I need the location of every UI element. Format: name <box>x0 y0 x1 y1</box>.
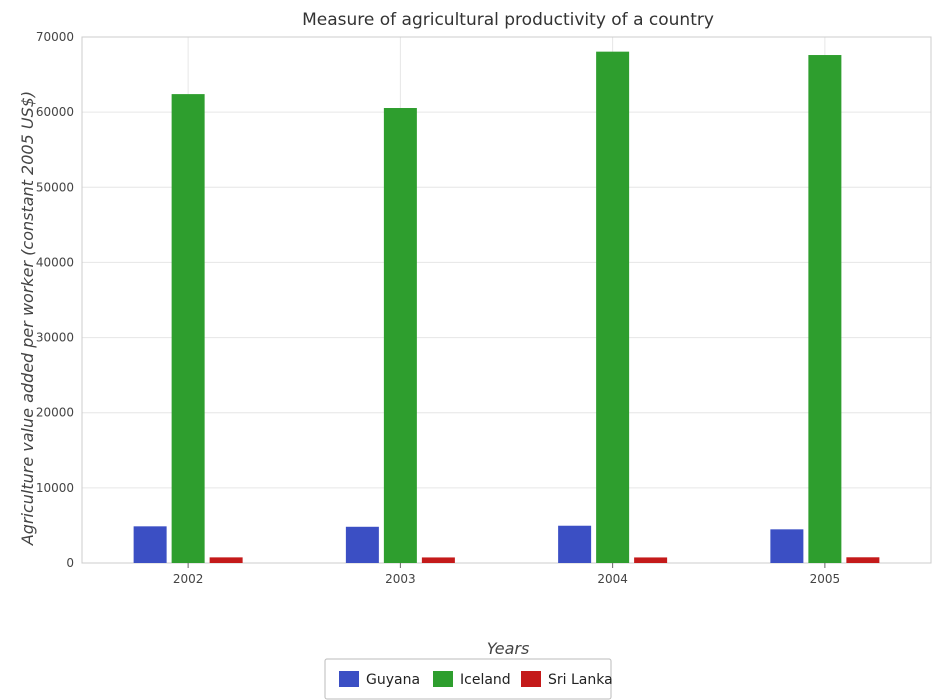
bar-iceland-2003 <box>383 108 417 563</box>
y-axis-ticks: 0 10000 20000 30000 40000 50000 60000 70000 <box>36 30 74 570</box>
y-tick-label: 70000 <box>36 30 74 44</box>
bar-guyana-2003 <box>345 526 379 563</box>
bars <box>133 51 880 563</box>
x-tick-label: 2003 <box>385 572 416 586</box>
x-axis-ticks: 2002 2003 2004 2005 <box>173 563 840 586</box>
bar-sri-lanka-2002 <box>209 557 243 563</box>
legend-label: Sri Lanka <box>548 672 613 688</box>
legend-label: Guyana <box>366 672 420 688</box>
bar-sri-lanka-2004 <box>634 557 668 563</box>
bar-iceland-2004 <box>596 51 630 563</box>
x-tick-label: 2004 <box>597 572 628 586</box>
legend-swatch <box>433 671 453 687</box>
y-axis-label: Agriculture value added per worker (cons… <box>18 91 37 546</box>
y-tick-label: 0 <box>66 556 74 570</box>
y-tick-label: 50000 <box>36 180 74 194</box>
bar-iceland-2005 <box>808 55 842 563</box>
gridlines <box>82 36 931 564</box>
legend-swatch <box>521 671 541 687</box>
bar-iceland-2002 <box>171 94 205 563</box>
bar-sri-lanka-2005 <box>846 557 880 563</box>
x-tick-label: 2005 <box>810 572 841 586</box>
bar-guyana-2004 <box>558 525 592 563</box>
bar-sri-lanka-2003 <box>421 557 455 563</box>
y-tick-label: 20000 <box>36 406 74 420</box>
x-tick-label: 2002 <box>173 572 204 586</box>
y-tick-label: 30000 <box>36 331 74 345</box>
bar-guyana-2002 <box>133 526 167 563</box>
y-tick-label: 40000 <box>36 255 74 269</box>
bar-guyana-2005 <box>770 529 804 563</box>
chart-title: Measure of agricultural productivity of … <box>302 10 714 30</box>
legend-swatch <box>339 671 359 687</box>
legend-label: Iceland <box>460 672 511 688</box>
legend: Guyana Iceland Sri Lanka <box>324 658 613 700</box>
plot-area <box>81 36 932 564</box>
y-tick-label: 10000 <box>36 481 74 495</box>
legend-box <box>324 658 612 700</box>
y-tick-label: 60000 <box>36 105 74 119</box>
x-axis-label: Years <box>487 639 530 658</box>
